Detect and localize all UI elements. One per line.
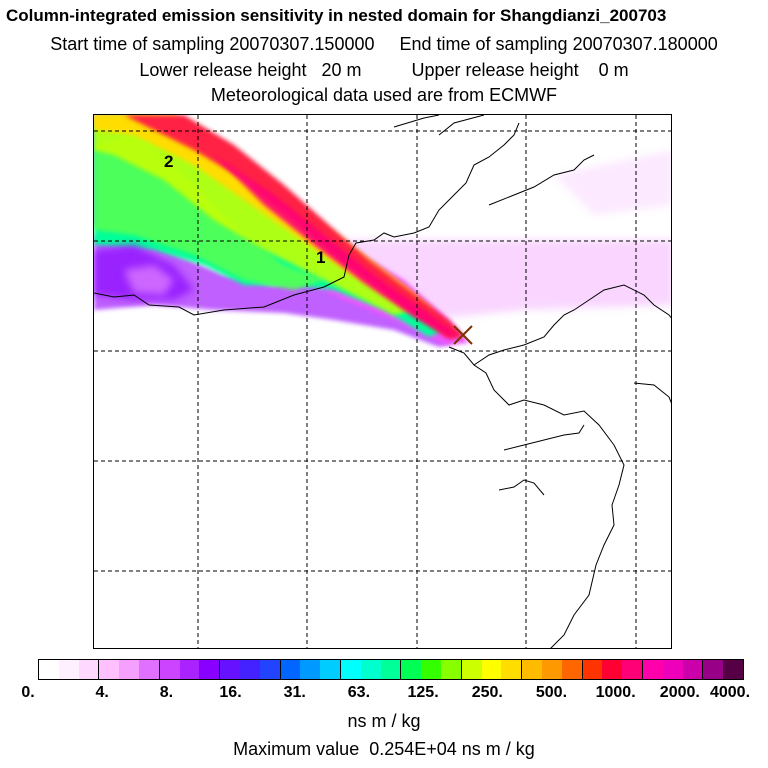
colorbar-tick-label: 0. bbox=[21, 684, 35, 701]
grid-lines bbox=[94, 115, 671, 648]
colorbar-swatch bbox=[39, 660, 59, 679]
map-canvas: 2 1 bbox=[94, 115, 671, 648]
colorbar bbox=[38, 659, 744, 680]
colorbar-tick-label: 125. bbox=[407, 684, 439, 701]
colorbar-swatch bbox=[641, 660, 663, 679]
colorbar-swatch bbox=[400, 660, 422, 679]
colorbar-swatch bbox=[541, 660, 562, 679]
colorbar-swatch bbox=[481, 660, 502, 679]
colorbar-tick-label: 8. bbox=[159, 684, 174, 701]
colorbar-swatch bbox=[259, 660, 280, 679]
colorbar-swatch bbox=[421, 660, 441, 679]
x-marker-icon bbox=[453, 325, 473, 345]
colorbar-tick-label: 63. bbox=[347, 684, 371, 701]
colorbar-swatch bbox=[219, 660, 240, 679]
colorbar-swatch bbox=[662, 660, 683, 679]
colorbar-swatch bbox=[300, 660, 321, 679]
colorbar-swatch bbox=[521, 660, 542, 679]
colorbar-swatch bbox=[380, 660, 401, 679]
colorbar-swatch bbox=[501, 660, 522, 679]
plume-layer bbox=[94, 115, 671, 347]
colorbar-swatch bbox=[58, 660, 79, 679]
map-label-2: 2 bbox=[164, 152, 173, 171]
colorbar-tick-label: 16. bbox=[219, 684, 242, 701]
colorbar-swatch bbox=[622, 660, 642, 679]
page-title: Column-integrated emission sensitivity i… bbox=[6, 6, 667, 25]
colorbar-swatch bbox=[78, 660, 99, 679]
colorbar-tick-label: 4. bbox=[95, 684, 109, 701]
colorbar-swatch bbox=[339, 660, 361, 679]
colorbar-swatch bbox=[602, 660, 623, 679]
colorbar-swatch bbox=[239, 660, 260, 679]
colorbar-tick-label: 31. bbox=[283, 684, 306, 701]
colorbar-units: ns m / kg bbox=[347, 711, 421, 731]
colorbar-tick-label: 4000. bbox=[709, 684, 751, 701]
colorbar-swatch bbox=[440, 660, 461, 679]
colorbar-swatch bbox=[138, 660, 159, 679]
colorbar-swatch bbox=[199, 660, 220, 679]
colorbar-tick-label: 500. bbox=[535, 684, 568, 701]
colorbar-swatch bbox=[179, 660, 200, 679]
release-heights: Lower release height 20 m Upper release … bbox=[139, 60, 629, 80]
colorbar-tick-label: 1000. bbox=[595, 684, 636, 701]
colorbar-swatch bbox=[561, 660, 582, 679]
colorbar-swatch bbox=[360, 660, 381, 679]
map-label-1: 1 bbox=[316, 248, 325, 267]
coastline-layer bbox=[94, 115, 671, 648]
sampling-times: Start time of sampling 20070307.150000 E… bbox=[50, 34, 718, 54]
colorbar-swatch bbox=[320, 660, 340, 679]
colorbar-tick-label: 2000. bbox=[659, 684, 700, 701]
colorbar-swatch bbox=[723, 660, 743, 679]
colorbar-swatch bbox=[682, 660, 703, 679]
colorbar-swatch bbox=[119, 660, 139, 679]
met-data-source: Meteorological data used are from ECMWF bbox=[210, 85, 558, 105]
colorbar-swatch bbox=[581, 660, 603, 679]
colorbar-swatch bbox=[460, 660, 482, 679]
colorbar-swatch bbox=[702, 660, 724, 679]
maximum-value: Maximum value 0.254E+04 ns m / kg bbox=[233, 739, 535, 759]
colorbar-tick-label: 250. bbox=[471, 684, 503, 701]
colorbar-swatch bbox=[279, 660, 301, 679]
colorbar-swatch bbox=[158, 660, 180, 679]
colorbar-swatch bbox=[98, 660, 120, 679]
map-panel: 2 1 bbox=[93, 114, 672, 649]
